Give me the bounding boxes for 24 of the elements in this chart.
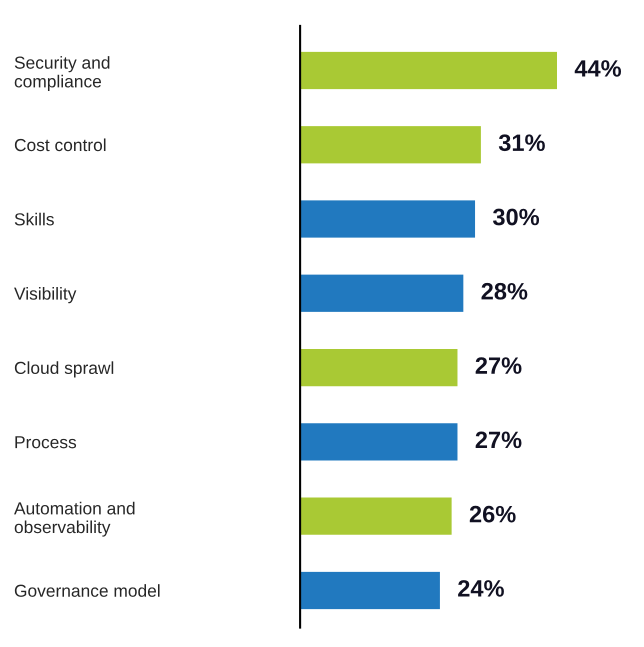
y-tick-label: Process	[15, 436, 76, 448]
data-label: 28%	[482, 282, 528, 300]
y-tick-label: Automation and observability	[14, 502, 134, 537]
data-label: 44%	[574, 60, 622, 77]
bar	[300, 273, 465, 314]
bar	[300, 199, 476, 240]
bar	[300, 124, 482, 165]
bar	[300, 496, 454, 536]
data-label: 27%	[476, 431, 522, 448]
y-tick-label: Cost control	[14, 138, 106, 152]
bar	[300, 50, 558, 90]
y-tick-label: Cloud sprawl	[14, 361, 114, 378]
bar	[300, 570, 442, 610]
data-label: 30%	[492, 208, 540, 226]
y-tick-label: Governance model	[14, 584, 160, 597]
y-tick-label: Visibility	[14, 287, 76, 304]
bar	[300, 348, 459, 388]
data-label: 27%	[476, 357, 522, 374]
bar	[300, 422, 459, 462]
y-tick-label: Skills	[14, 212, 54, 226]
data-label: 26%	[470, 506, 516, 522]
y-tick-label: Security and compliance	[14, 56, 110, 91]
data-label: 31%	[498, 134, 545, 152]
data-label: 24%	[458, 580, 504, 597]
